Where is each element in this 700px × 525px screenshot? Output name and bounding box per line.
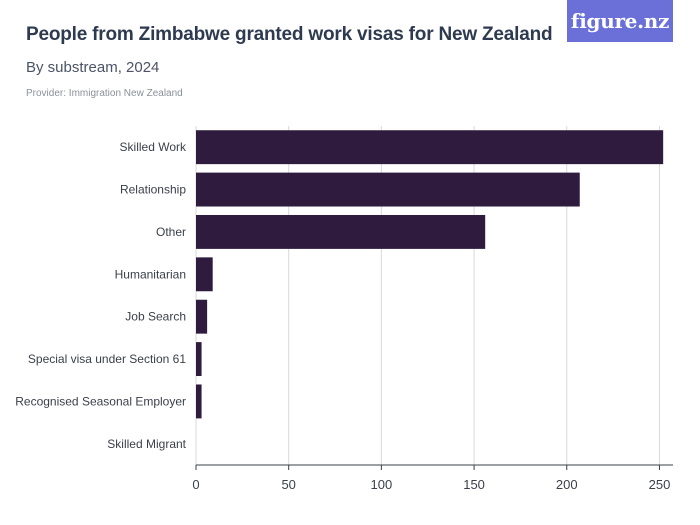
x-tick-label: 150 — [463, 477, 485, 492]
x-tick-label: 50 — [281, 477, 295, 492]
brand-text: figure.nz — [570, 9, 670, 33]
bars: Skilled Work: 252 Relationship: 207 Other:… — [196, 130, 664, 419]
data-provider: Provider: Immigration New Zealand — [26, 88, 183, 99]
x-tick-label: 250 — [649, 477, 671, 492]
x-tick-label: 200 — [556, 477, 578, 492]
chart-subtitle: By substream, 2024 — [26, 59, 160, 76]
category-label: Skilled Work — [120, 140, 187, 154]
category-label: Other — [156, 225, 186, 239]
bar-recognised-seasonal-employer[interactable]: Recognised Seasonal Employer: 3 — [196, 384, 202, 419]
category-labels: Skilled Work Relationship Other Humanitaria… — [15, 140, 187, 451]
bar-job-search[interactable]: Job Search: 6 — [196, 299, 208, 334]
category-label: Relationship — [120, 183, 186, 197]
category-label: Recognised Seasonal Employer — [15, 394, 186, 408]
x-tick-label: 0 — [192, 477, 199, 492]
bar-other[interactable]: Other: 156 — [196, 214, 486, 249]
bar-relationship[interactable]: Relationship: 207 — [196, 172, 580, 207]
x-axis: 0 50 100 150 200 250 — [192, 464, 673, 492]
figure-nz-logo[interactable]: figure.nz — [567, 0, 673, 42]
bar-skilled-work[interactable]: Skilled Work: 252 — [196, 130, 664, 165]
chart-title: People from Zimbabwe granted work visas … — [26, 24, 553, 45]
category-label: Skilled Migrant — [107, 437, 186, 451]
category-label: Humanitarian — [115, 267, 186, 281]
category-label: Special visa under Section 61 — [28, 352, 186, 366]
category-label: Job Search — [125, 310, 186, 324]
bar-humanitarian[interactable]: Humanitarian: 9 — [196, 257, 213, 292]
bar-special-visa-under-section-61[interactable]: Special visa under Section 61: 3 — [196, 342, 202, 377]
x-tick-label: 100 — [371, 477, 393, 492]
